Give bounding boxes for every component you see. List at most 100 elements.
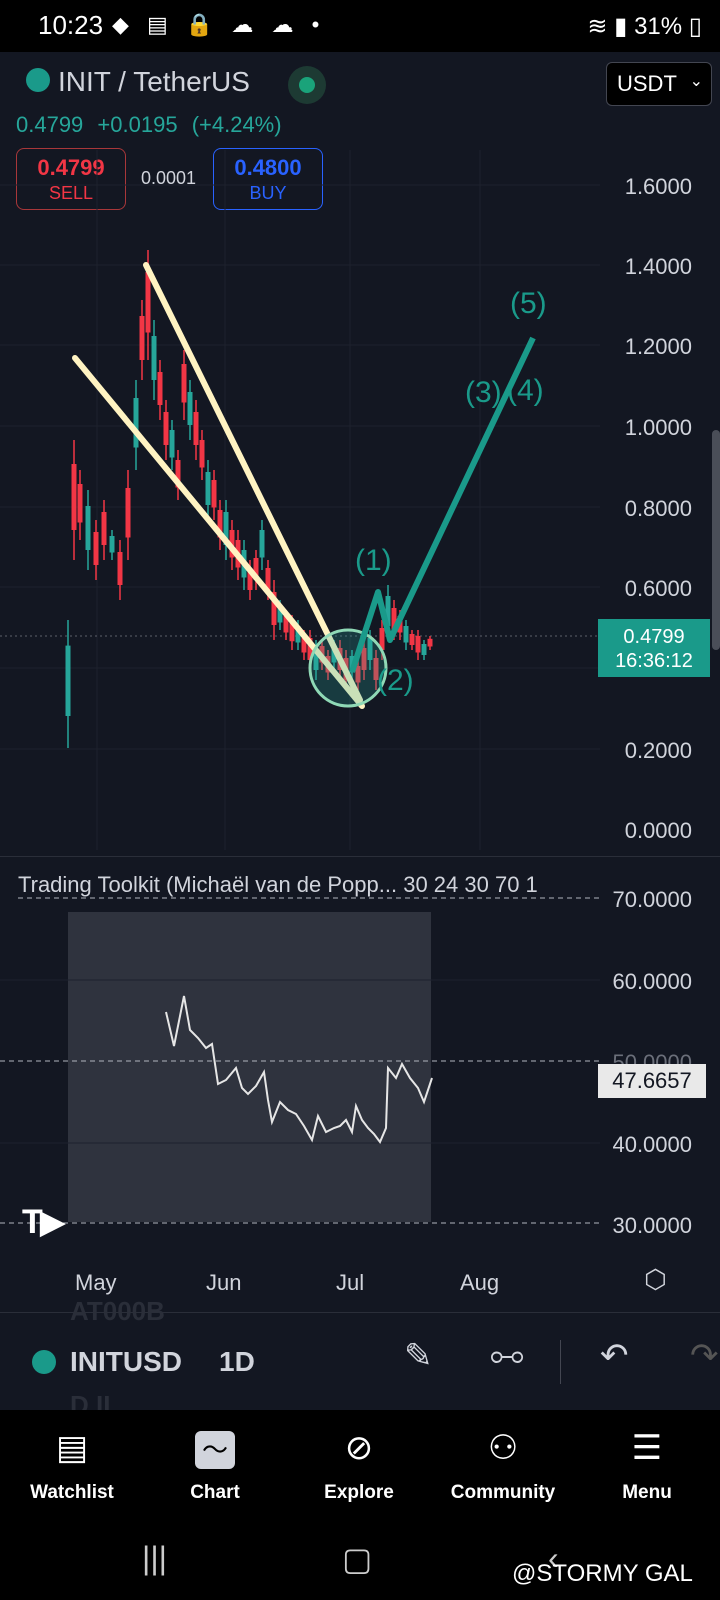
- indicator-title[interactable]: Trading Toolkit (Michaël van de Popp... …: [18, 872, 538, 897]
- indicator-value-tag: 47.6657: [598, 1064, 706, 1098]
- last-price: 0.4799: [16, 112, 84, 137]
- nav-label: Chart: [190, 1482, 240, 1503]
- nav-label: Menu: [622, 1482, 672, 1503]
- nav-label: Watchlist: [30, 1482, 114, 1503]
- nav-chart[interactable]: 〜 Chart: [155, 1424, 275, 1504]
- price-axis-label: 1.4000: [624, 254, 692, 279]
- time-axis-label: Jun: [206, 1270, 242, 1295]
- indicator-axis-label: 60.0000: [612, 969, 692, 994]
- price-summary: 0.4799 +0.0195 (+4.24%): [16, 112, 290, 138]
- nav-label: Community: [450, 1482, 556, 1503]
- indicators-sliders-icon[interactable]: ⧟: [490, 1336, 524, 1374]
- candle-body: [133, 398, 139, 448]
- currency-select[interactable]: USDT ⌄: [606, 62, 712, 106]
- battery-percent: 31%: [634, 13, 683, 40]
- indicator-chart[interactable]: [0, 860, 600, 1260]
- candle-body: [169, 430, 175, 458]
- candle-body: [313, 648, 319, 670]
- candle-body: [331, 646, 337, 663]
- price-axis-label: 1.6000: [624, 174, 692, 199]
- candle-body: [175, 460, 181, 488]
- candle-body: [93, 532, 99, 565]
- price-axis-label: 1.2000: [624, 334, 692, 359]
- buy-label: BUY: [249, 183, 287, 203]
- elliott-wave-path: [349, 336, 536, 673]
- coin-logo-icon: [26, 68, 50, 92]
- nav-community[interactable]: ⚇ Community: [443, 1424, 563, 1504]
- back-icon[interactable]: ‹: [548, 1540, 559, 1576]
- candle-body: [125, 488, 131, 538]
- candle-body: [277, 606, 283, 623]
- candle-body: [101, 512, 107, 545]
- candle-body: [421, 644, 427, 655]
- bottom-highlight-circle: [308, 628, 388, 708]
- last-price-tag: 0.4799 16:36:12: [598, 619, 710, 677]
- sell-label: SELL: [48, 183, 94, 203]
- candle-body: [379, 628, 385, 650]
- candle-body: [223, 512, 229, 545]
- battery-icon: ▯: [688, 13, 702, 40]
- wave-label-2: (2): [377, 664, 414, 697]
- candle-body: [415, 636, 421, 653]
- candle-body: [247, 568, 253, 590]
- price-change-percent: (+4.24%): [191, 112, 282, 137]
- redo-icon[interactable]: ↷: [690, 1337, 719, 1375]
- price-axis-label: 0.2000: [624, 738, 692, 763]
- drawing-pencil-icon[interactable]: ✎: [404, 1337, 433, 1375]
- candle-body: [199, 440, 205, 468]
- candle-body: [65, 645, 71, 716]
- candle-body: [77, 484, 83, 523]
- buy-button[interactable]: 0.4800 BUY: [213, 148, 323, 210]
- candle-body: [283, 616, 289, 633]
- candle-body: [139, 316, 145, 360]
- wave-label-4: (4): [507, 374, 544, 407]
- home-icon[interactable]: ▢: [342, 1541, 373, 1577]
- candle-body: [193, 412, 199, 445]
- price-axis-label: 1.0000: [624, 415, 692, 440]
- chart-settings-icon[interactable]: ⬡: [644, 1264, 667, 1294]
- toolbar-interval[interactable]: 1D: [219, 1346, 255, 1377]
- candle-body: [217, 510, 223, 538]
- candle-body: [259, 530, 265, 558]
- recents-icon[interactable]: |||: [142, 1540, 167, 1576]
- time-axis-label: May: [75, 1270, 117, 1295]
- toolbar-symbol[interactable]: INITUSD: [70, 1346, 182, 1377]
- spread: 0.0001: [141, 168, 197, 188]
- pane-divider[interactable]: [0, 856, 720, 857]
- price-scale-scrollbar[interactable]: [712, 430, 720, 650]
- sell-price: 0.4799: [37, 155, 105, 180]
- wave-label-1: (1): [355, 544, 392, 577]
- candle-body: [181, 364, 187, 403]
- last-price-tag-value: 0.4799: [623, 626, 685, 648]
- candle-body: [391, 608, 397, 630]
- nav-watchlist[interactable]: ▤ Watchlist: [12, 1424, 132, 1504]
- undo-icon[interactable]: ↶: [600, 1337, 629, 1375]
- wave-label-3: (3): [465, 376, 502, 409]
- upper-trendline: [143, 262, 363, 703]
- chart-icon: 〜: [195, 1431, 235, 1469]
- symbol-title[interactable]: INIT / TetherUS: [58, 66, 250, 97]
- candle-body: [427, 638, 433, 647]
- sell-button[interactable]: 0.4799 SELL: [16, 148, 126, 210]
- nav-menu[interactable]: ☰ Menu: [587, 1424, 707, 1504]
- candle-body: [187, 392, 193, 425]
- candle-body: [301, 636, 307, 653]
- status-battery: ≋ ▮ 31% ▯: [587, 12, 702, 41]
- signal-icon: ▮: [614, 13, 628, 40]
- candle-body: [373, 658, 379, 680]
- community-icon: ⚇: [487, 1429, 519, 1467]
- candle-body: [385, 596, 391, 627]
- nav-explore[interactable]: ⊘ Explore: [299, 1424, 419, 1504]
- candles: [65, 250, 433, 748]
- indicator-axis-label: 40.0000: [612, 1132, 692, 1157]
- candle-countdown: 16:36:12: [615, 650, 693, 672]
- status-notification-icons: ◆ ▤ 🔒 ☁ ☁ •: [112, 12, 326, 37]
- coin-logo-icon: [32, 1350, 56, 1374]
- indicator-axis-label: 30.0000: [612, 1213, 692, 1238]
- price-axis-label: 0.0000: [624, 818, 692, 843]
- price-chart[interactable]: (1) (2) (3) (4) (5): [0, 150, 600, 850]
- candle-body: [117, 552, 123, 585]
- indicator-axis-label: 70.0000: [612, 887, 692, 912]
- toolbar-separator: [560, 1340, 561, 1384]
- tradingview-logo-icon[interactable]: T▶: [22, 1203, 66, 1241]
